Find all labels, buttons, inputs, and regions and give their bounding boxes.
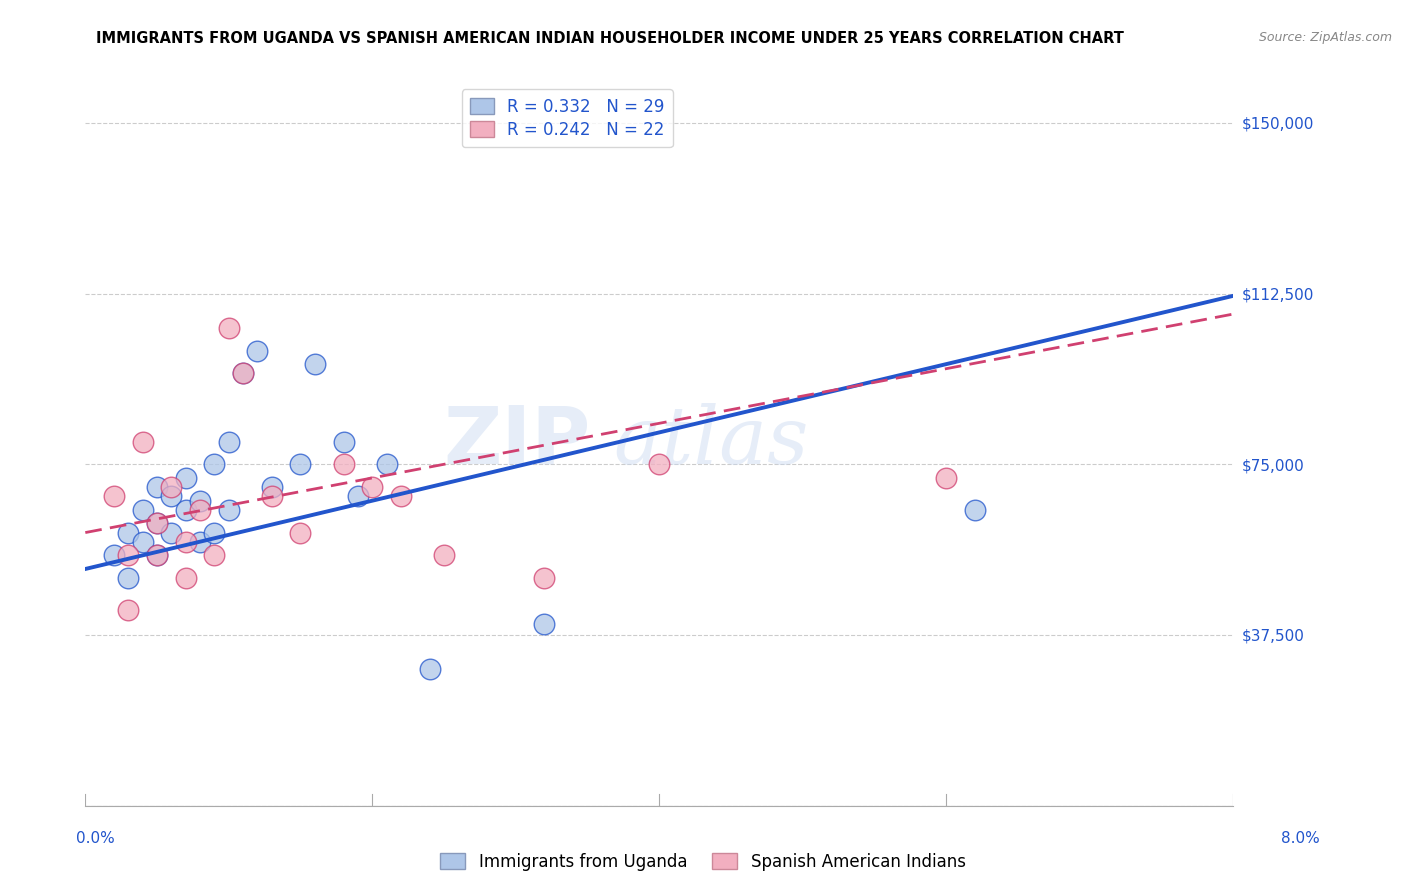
Point	[260, 480, 283, 494]
Point	[332, 458, 354, 472]
Point	[103, 489, 125, 503]
Point	[202, 549, 225, 563]
Point	[202, 458, 225, 472]
Point	[103, 549, 125, 563]
Point	[131, 534, 153, 549]
Point	[290, 525, 312, 540]
Point	[174, 534, 197, 549]
Text: Source: ZipAtlas.com: Source: ZipAtlas.com	[1258, 31, 1392, 45]
Point	[174, 503, 197, 517]
Text: IMMIGRANTS FROM UGANDA VS SPANISH AMERICAN INDIAN HOUSEHOLDER INCOME UNDER 25 YE: IMMIGRANTS FROM UGANDA VS SPANISH AMERIC…	[96, 31, 1123, 46]
Point	[963, 503, 986, 517]
Point	[347, 489, 370, 503]
Point	[188, 534, 211, 549]
Point	[117, 571, 139, 585]
Point	[160, 525, 183, 540]
Point	[533, 571, 555, 585]
Point	[246, 343, 269, 358]
Point	[935, 471, 957, 485]
Text: 8.0%: 8.0%	[1281, 831, 1320, 846]
Point	[146, 549, 169, 563]
Point	[648, 458, 671, 472]
Point	[433, 549, 456, 563]
Point	[174, 471, 197, 485]
Point	[146, 516, 169, 531]
Point	[117, 603, 139, 617]
Point	[174, 571, 197, 585]
Point	[218, 434, 240, 449]
Legend: Immigrants from Uganda, Spanish American Indians: Immigrants from Uganda, Spanish American…	[432, 845, 974, 880]
Point	[117, 525, 139, 540]
Point	[290, 458, 312, 472]
Point	[218, 503, 240, 517]
Point	[146, 516, 169, 531]
Point	[232, 366, 254, 380]
Legend: R = 0.332   N = 29, R = 0.242   N = 22: R = 0.332 N = 29, R = 0.242 N = 22	[463, 89, 672, 147]
Point	[146, 480, 169, 494]
Point	[304, 357, 326, 371]
Point	[361, 480, 384, 494]
Point	[188, 503, 211, 517]
Point	[160, 489, 183, 503]
Point	[202, 525, 225, 540]
Point	[375, 458, 398, 472]
Point	[188, 493, 211, 508]
Point	[117, 549, 139, 563]
Point	[260, 489, 283, 503]
Point	[131, 503, 153, 517]
Point	[332, 434, 354, 449]
Point	[160, 480, 183, 494]
Text: ZIP: ZIP	[443, 402, 591, 481]
Text: 0.0%: 0.0%	[76, 831, 115, 846]
Point	[389, 489, 412, 503]
Point	[218, 320, 240, 334]
Point	[232, 366, 254, 380]
Point	[533, 616, 555, 631]
Point	[131, 434, 153, 449]
Text: atlas: atlas	[613, 403, 808, 480]
Point	[146, 549, 169, 563]
Point	[419, 662, 441, 676]
